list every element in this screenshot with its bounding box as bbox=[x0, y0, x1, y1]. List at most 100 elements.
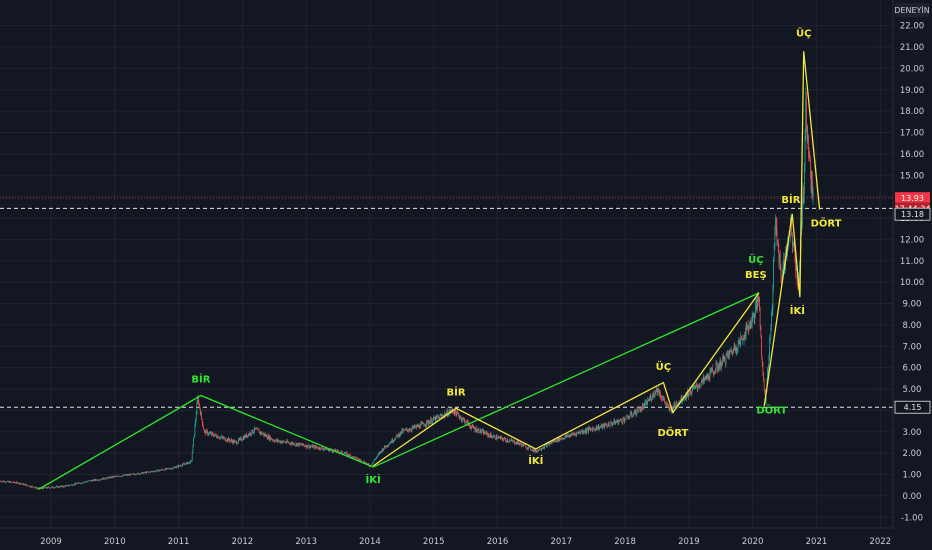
candle-body bbox=[553, 440, 555, 443]
candle-body bbox=[127, 474, 129, 476]
time-axis[interactable]: 2009 2010 2011 2012 2013 2014 2015 2016 2017 2018… bbox=[40, 537, 891, 547]
wave-lines[interactable] bbox=[37, 51, 821, 491]
candle-body bbox=[126, 474, 127, 476]
candle-body bbox=[122, 474, 124, 476]
candle-body bbox=[363, 461, 365, 463]
candle-body bbox=[629, 413, 631, 417]
candle-body bbox=[526, 448, 527, 449]
candle-body bbox=[694, 385, 695, 388]
candle-body bbox=[207, 434, 209, 435]
candle-body bbox=[15, 482, 16, 484]
candle-body bbox=[171, 468, 172, 469]
candle-body bbox=[559, 437, 561, 441]
candle-body bbox=[660, 392, 661, 398]
candle-body bbox=[536, 450, 537, 453]
wave-line-green[interactable] bbox=[37, 292, 760, 491]
candle-body bbox=[329, 449, 330, 452]
candle-body bbox=[644, 402, 646, 404]
candle-body bbox=[69, 485, 71, 486]
candle-body bbox=[776, 227, 778, 244]
candle-body bbox=[578, 432, 580, 433]
candle-body bbox=[722, 356, 724, 361]
candle-body bbox=[654, 390, 656, 396]
candle-body bbox=[686, 392, 687, 399]
candle-body bbox=[409, 429, 411, 431]
candle-body bbox=[258, 430, 260, 434]
candle-body bbox=[282, 440, 283, 442]
candle-body bbox=[704, 376, 706, 378]
candle-body bbox=[658, 388, 659, 393]
candle-body bbox=[656, 388, 658, 393]
candle-body bbox=[12, 482, 14, 484]
candle-body bbox=[637, 411, 639, 413]
candle-body bbox=[51, 486, 52, 488]
candle-body bbox=[651, 399, 653, 401]
candle-body bbox=[656, 388, 657, 392]
candle-body bbox=[16, 482, 18, 484]
wave-line-yellow[interactable] bbox=[763, 51, 821, 407]
candle-body bbox=[659, 392, 661, 396]
candle-body bbox=[246, 434, 247, 437]
candle-body bbox=[236, 441, 237, 445]
candle-body bbox=[206, 430, 208, 432]
candle-body bbox=[355, 457, 356, 458]
price-tag-level bbox=[894, 207, 931, 221]
candle-body bbox=[733, 349, 734, 354]
candle-body bbox=[343, 453, 345, 455]
candle-body bbox=[743, 339, 745, 341]
candle-body bbox=[329, 449, 331, 451]
wave-label: İKİ bbox=[528, 453, 543, 467]
candle-body bbox=[158, 469, 160, 472]
candle-body bbox=[678, 402, 680, 403]
y-tick-label: 11.00 bbox=[900, 257, 924, 267]
candle-body bbox=[414, 425, 415, 428]
candle-body bbox=[189, 462, 190, 464]
candle-body bbox=[251, 429, 253, 435]
wave-line-yellow[interactable] bbox=[372, 292, 760, 467]
candle-body bbox=[38, 487, 40, 489]
candle-body bbox=[45, 487, 47, 488]
candle-body bbox=[15, 483, 17, 484]
candle-body bbox=[453, 412, 455, 415]
candle-body bbox=[232, 440, 234, 444]
candle-body bbox=[739, 341, 741, 345]
candle-body bbox=[116, 475, 118, 477]
candle-body bbox=[629, 416, 630, 418]
candle-body bbox=[294, 445, 296, 446]
candle-body bbox=[439, 416, 440, 419]
candle-body bbox=[641, 405, 643, 410]
candle-body bbox=[749, 325, 750, 330]
candle-body bbox=[305, 446, 307, 448]
candle-body bbox=[113, 476, 115, 478]
candle-body bbox=[638, 407, 640, 412]
candle-body bbox=[527, 447, 529, 450]
candle-body bbox=[307, 444, 308, 448]
price-tag-label: 13.93 bbox=[901, 194, 924, 203]
candle-body bbox=[627, 417, 629, 419]
candle-body bbox=[589, 428, 591, 429]
candle-body bbox=[400, 431, 402, 434]
candle-body bbox=[284, 442, 285, 443]
candle-body bbox=[401, 429, 403, 434]
candle-body bbox=[72, 485, 74, 486]
candle-body bbox=[327, 449, 328, 450]
candle-body bbox=[239, 438, 241, 440]
candle-body bbox=[672, 408, 674, 411]
candle-body bbox=[345, 452, 347, 454]
candle-body bbox=[779, 254, 780, 264]
candle-body bbox=[102, 478, 104, 480]
candle-body bbox=[94, 479, 95, 481]
candle-body bbox=[119, 476, 121, 478]
candle-body bbox=[115, 476, 117, 477]
candle-body bbox=[84, 482, 85, 483]
candle-body bbox=[546, 444, 547, 447]
candle-body bbox=[80, 483, 81, 485]
candle-body bbox=[430, 418, 431, 422]
candle-body bbox=[489, 435, 490, 438]
ticker-badge[interactable] bbox=[895, 3, 930, 17]
candle-body bbox=[554, 439, 556, 441]
candle-body bbox=[324, 447, 326, 449]
candle-body bbox=[354, 457, 356, 459]
candle-body bbox=[793, 242, 795, 252]
